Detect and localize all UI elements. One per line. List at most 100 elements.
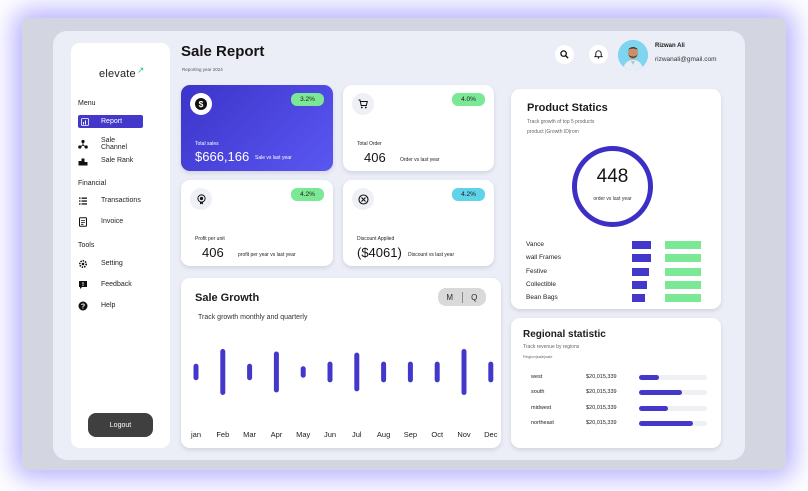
growth-badge: 4.0% [452, 93, 485, 106]
product-bar-primary [632, 254, 652, 263]
sidebar-item-label: Sale Rank [101, 157, 134, 164]
sale-growth-chart: jan Feb Mar Apr May Jun Jul Aug Sep Oct Nov Dec [190, 349, 498, 439]
region-row: midwest $20,015,339 [531, 405, 711, 413]
sale-growth-bar-jul [354, 352, 360, 392]
regional-statistic-card: Regional statistic Track revenue by regi… [511, 318, 721, 448]
sidebar-item-transactions[interactable]: Transactions [78, 194, 143, 207]
toggle-monthly[interactable]: M [446, 292, 454, 302]
product-total-ring: 448 order vs last year [572, 146, 653, 227]
stat-card-total-sales[interactable]: $ 3.2% Total sales $666,166 Sale vs last… [181, 85, 333, 171]
sidebar-item-label: Setting [101, 260, 123, 267]
sale-growth-bar-oct [434, 361, 440, 383]
region-progress-fill [639, 375, 660, 380]
podium-icon [78, 156, 88, 166]
product-statics-title: Product Statics [527, 102, 608, 114]
sale-growth-bar-mar [247, 363, 253, 381]
menu-section-title: Menu [78, 100, 96, 107]
stat-label: Total sales [195, 141, 219, 147]
feedback-icon [78, 280, 88, 290]
product-row: Festive [526, 267, 706, 277]
sidebar-item-help[interactable]: ? Help [78, 299, 143, 312]
sale-growth-bar-feb [220, 349, 226, 395]
sidebar-item-setting[interactable]: Setting [78, 257, 143, 270]
growth-badge: 4.2% [291, 188, 324, 201]
region-row: south $20,015,339 [531, 389, 711, 397]
notifications-button[interactable] [589, 45, 608, 64]
gear-icon [78, 259, 88, 269]
region-label: northeast [531, 419, 554, 426]
search-button[interactable] [555, 45, 574, 64]
month-label: Jul [352, 430, 362, 439]
product-row: Collectible [526, 280, 706, 290]
sale-growth-bar-may [300, 366, 306, 378]
region-label: south [531, 389, 545, 396]
product-bar-secondary [665, 280, 701, 289]
region-amount: $20,015,339 [586, 404, 617, 411]
help-icon: ? [78, 301, 88, 311]
product-row: Vance [526, 241, 706, 250]
month-label: jan [190, 430, 201, 439]
product-bar-secondary [665, 294, 701, 303]
sale-growth-card: Sale Growth Track growth monthly and qua… [181, 278, 501, 448]
sidebar-item-label: Invoice [101, 218, 124, 225]
sale-growth-bar-jan [193, 363, 199, 381]
stat-card-discount-applied[interactable]: 4.2% Discount Applied ($4061) Discount v… [343, 180, 494, 266]
sidebar-item-sale-rank[interactable]: Sale Rank [78, 154, 143, 167]
month-label: Dec [484, 430, 498, 439]
sidebar-item-feedback[interactable]: Feedback [78, 278, 143, 291]
month-label: Sep [404, 430, 417, 439]
page-subtitle: Reporting year 2024 [182, 67, 223, 72]
stat-card-profit-per-unit[interactable]: 4.2% Profit per unit 406 profit per year… [181, 180, 333, 266]
sidebar: elevate↗ Menu Report Sale Channel Sale R… [71, 43, 170, 448]
stat-value: 406 [202, 245, 224, 260]
product-label: Festive [526, 267, 547, 275]
user-email: rizwanali@gmail.com [655, 56, 717, 63]
region-row: west $20,015,339 [531, 374, 711, 382]
region-amount: $20,015,339 [586, 374, 617, 380]
sale-growth-bar-nov [461, 349, 467, 395]
stat-note: profit per year vs last year [238, 252, 296, 258]
stat-label: Total Order [357, 141, 382, 147]
regional-subtitle: Track revenue by regions [523, 344, 580, 350]
stat-value: 406 [364, 150, 386, 165]
page-title: Sale Report [181, 43, 265, 60]
sidebar-item-sale-channel[interactable]: Sale Channel [78, 136, 143, 151]
product-row: Bean Bags [526, 294, 706, 303]
stat-value: $666,166 [195, 149, 250, 164]
region-amount: $20,015,339 [586, 419, 617, 426]
product-bar-secondary [665, 267, 701, 276]
growth-badge: 3.2% [291, 93, 324, 106]
brand-logo[interactable]: elevate↗ [99, 65, 144, 80]
month-label: Oct [431, 430, 444, 439]
region-label: west [531, 374, 543, 380]
stat-note: Order vs last year [400, 157, 440, 163]
list-icon [78, 196, 88, 206]
month-label: Mar [243, 430, 256, 439]
sidebar-item-label: Feedback [101, 281, 132, 288]
product-row: wall Frames [526, 254, 706, 263]
stat-note: Discount vs last year [408, 252, 455, 258]
product-label: Collectible [526, 280, 556, 288]
user-photo [618, 40, 648, 70]
sidebar-item-report[interactable]: Report [78, 115, 143, 128]
stat-label: Discount Applied [357, 236, 395, 242]
regional-title: Regional statistic [523, 329, 606, 340]
avatar[interactable] [618, 40, 648, 70]
sidebar-item-label: Help [101, 302, 116, 309]
stat-label: Profit per unit [195, 236, 225, 242]
region-progress-fill [639, 390, 682, 396]
product-bar-secondary [665, 241, 701, 249]
discount-icon [352, 188, 374, 210]
product-bar-primary [632, 267, 650, 276]
sale-growth-subtitle: Track growth monthly and quarterly [198, 314, 308, 321]
user-name: Rizwan Ali [655, 43, 685, 49]
logout-button[interactable]: Logout [88, 413, 153, 437]
toggle-quarterly[interactable]: Q [471, 292, 478, 302]
month-label: Apr [271, 430, 283, 439]
product-total-value: 448 [596, 166, 629, 187]
sidebar-item-label: Sale Channel [101, 136, 128, 151]
tools-section-title: Tools [78, 242, 95, 249]
stat-card-total-order[interactable]: 4.0% Total Order 406 Order vs last year [343, 85, 494, 171]
sidebar-item-invoice[interactable]: Invoice [78, 215, 143, 228]
region-progress-track [639, 375, 707, 380]
